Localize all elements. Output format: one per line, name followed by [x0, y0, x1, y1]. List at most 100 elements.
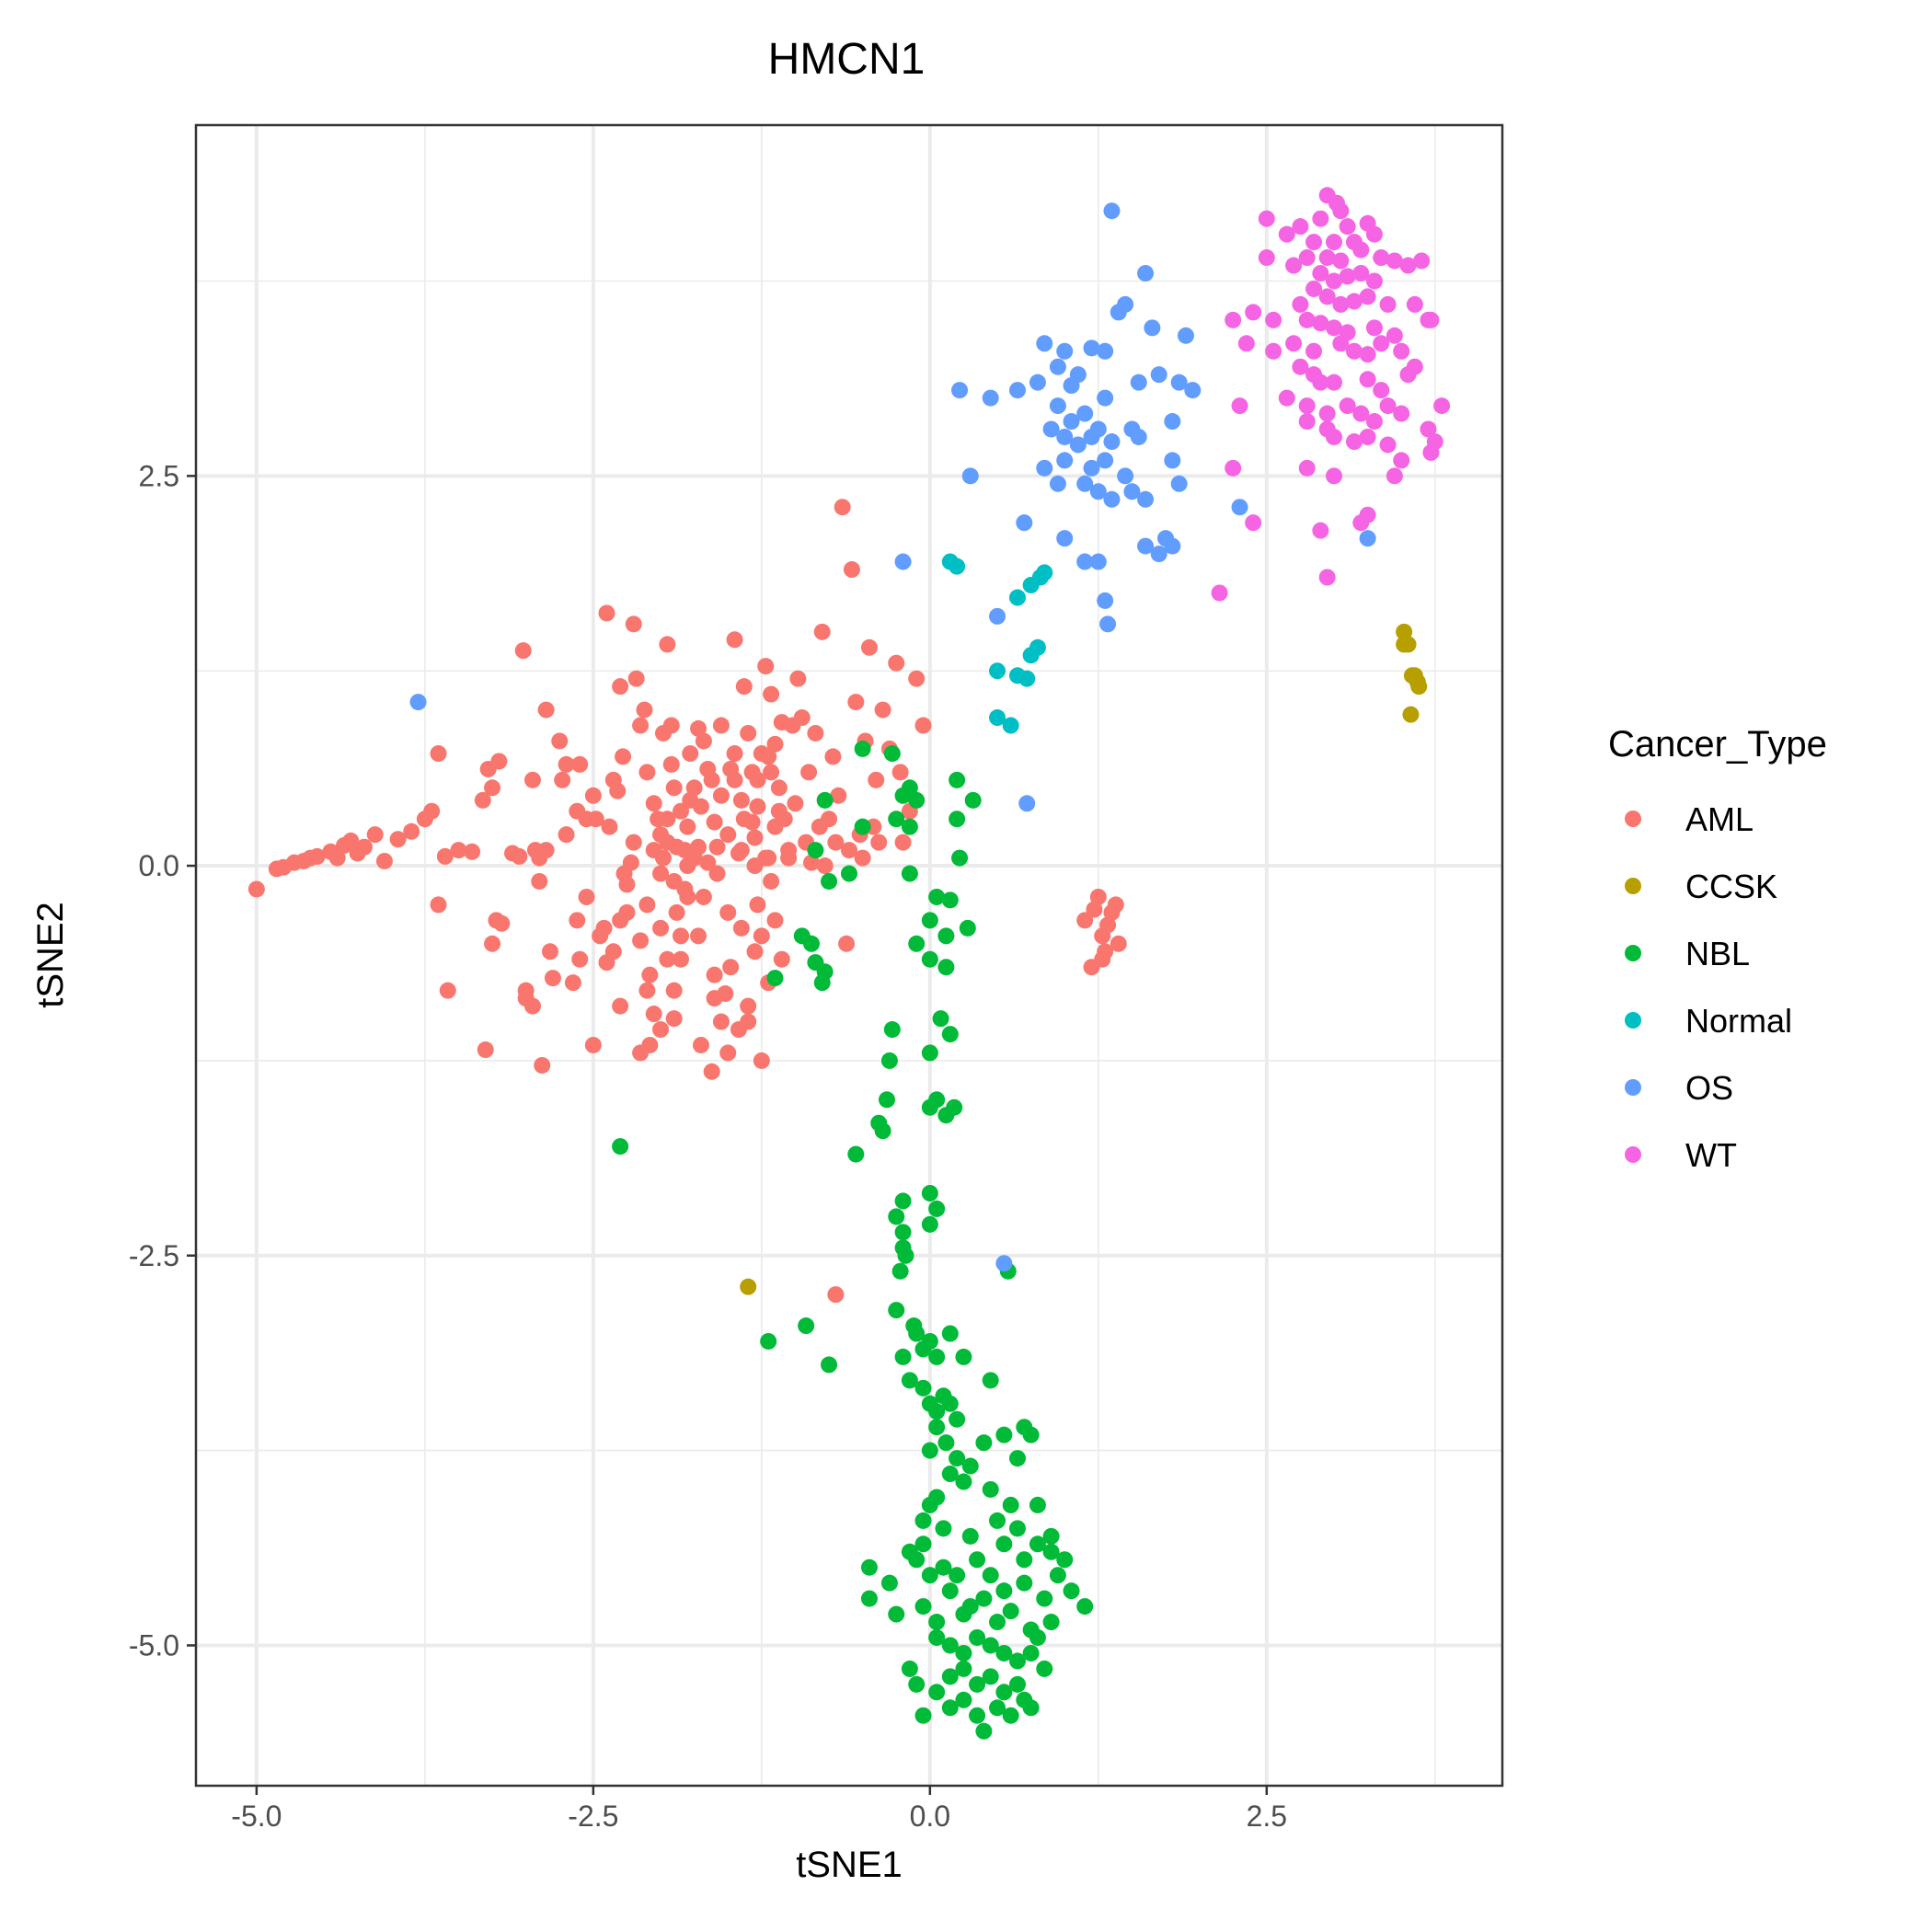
data-point — [821, 1356, 838, 1374]
data-point — [921, 1567, 938, 1584]
data-point — [551, 732, 569, 750]
data-point — [928, 1403, 946, 1420]
data-point — [1393, 342, 1410, 360]
data-point — [625, 834, 642, 851]
data-point — [1298, 413, 1316, 431]
data-point — [880, 1574, 898, 1592]
data-point — [1110, 304, 1127, 321]
data-point — [1298, 459, 1316, 477]
data-point — [995, 1255, 1013, 1272]
data-point — [1433, 397, 1451, 415]
data-point — [989, 1512, 1006, 1529]
data-point — [719, 1044, 737, 1062]
data-point — [584, 1036, 602, 1053]
data-point — [641, 966, 659, 983]
data-point — [692, 1036, 709, 1053]
data-point — [604, 771, 622, 788]
data-point — [612, 997, 629, 1015]
data-point — [542, 943, 559, 960]
data-point — [1318, 249, 1336, 267]
data-point — [1076, 405, 1094, 422]
data-point — [949, 1450, 966, 1467]
data-point — [1002, 717, 1019, 734]
data-point — [773, 950, 790, 968]
data-point — [1225, 459, 1242, 477]
data-point — [638, 896, 656, 914]
data-point — [937, 1434, 955, 1452]
data-point — [908, 670, 926, 687]
data-point — [763, 685, 780, 703]
data-point — [749, 798, 766, 815]
data-point — [1345, 293, 1363, 310]
data-point — [1393, 452, 1410, 469]
data-point — [763, 872, 780, 890]
data-point — [941, 1395, 959, 1412]
legend-label: OS — [1685, 1069, 1733, 1107]
data-point — [803, 854, 821, 871]
data-point — [821, 872, 838, 890]
data-point — [1326, 428, 1343, 445]
data-point — [1056, 428, 1074, 445]
data-point — [1117, 467, 1134, 485]
data-point — [722, 959, 740, 976]
data-point — [690, 719, 707, 737]
data-point — [638, 982, 656, 999]
data-point — [632, 1044, 650, 1062]
data-point — [937, 927, 955, 945]
x-axis: -5.0 -2.5 0.0 2.5 — [231, 1786, 1287, 1833]
data-point — [1036, 1660, 1053, 1677]
data-point — [740, 724, 757, 742]
data-point — [821, 811, 838, 828]
data-point — [1137, 265, 1155, 282]
data-point — [1097, 389, 1114, 407]
data-point — [1076, 1598, 1094, 1616]
y-tick-label: -5.0 — [129, 1628, 179, 1662]
data-point — [1278, 389, 1295, 407]
legend: Cancer_Type AML CCSK NBL Normal OS WT — [1608, 724, 1827, 1174]
data-point — [719, 903, 737, 921]
data-point — [1056, 342, 1074, 360]
data-point — [854, 849, 871, 867]
x-tick-label: 0.0 — [910, 1800, 950, 1833]
data-point — [1406, 295, 1423, 313]
data-point — [894, 1192, 912, 1210]
data-point — [1278, 225, 1295, 243]
data-point — [1396, 623, 1413, 640]
data-point — [1422, 443, 1440, 461]
data-point — [659, 811, 676, 828]
data-point — [1022, 1644, 1040, 1662]
data-point — [1008, 1520, 1026, 1537]
data-point — [955, 1660, 972, 1677]
data-point — [682, 791, 699, 809]
data-point — [1022, 1426, 1040, 1443]
data-point — [632, 932, 650, 949]
data-point — [921, 950, 938, 968]
data-point — [706, 966, 723, 983]
data-point — [1049, 1567, 1066, 1584]
data-point — [743, 813, 761, 831]
legend-title: Cancer_Type — [1608, 724, 1827, 765]
data-point — [746, 829, 764, 846]
legend-label: AML — [1685, 800, 1754, 838]
data-point — [1042, 420, 1060, 438]
points — [247, 187, 1451, 1740]
data-point — [726, 631, 743, 649]
data-point — [894, 553, 912, 570]
data-point — [959, 919, 976, 937]
data-point — [1305, 280, 1323, 297]
data-point — [891, 764, 909, 781]
data-point — [989, 709, 1006, 727]
data-point — [1231, 397, 1248, 415]
data-point — [793, 709, 811, 727]
data-point — [612, 678, 629, 696]
data-point — [763, 764, 780, 781]
data-point — [1292, 218, 1309, 236]
data-point — [517, 990, 535, 1007]
data-point — [941, 1582, 959, 1600]
data-point — [1008, 1450, 1026, 1467]
data-point — [982, 1480, 999, 1498]
data-point — [662, 717, 680, 734]
data-point — [1373, 335, 1390, 352]
data-point — [847, 1145, 865, 1163]
